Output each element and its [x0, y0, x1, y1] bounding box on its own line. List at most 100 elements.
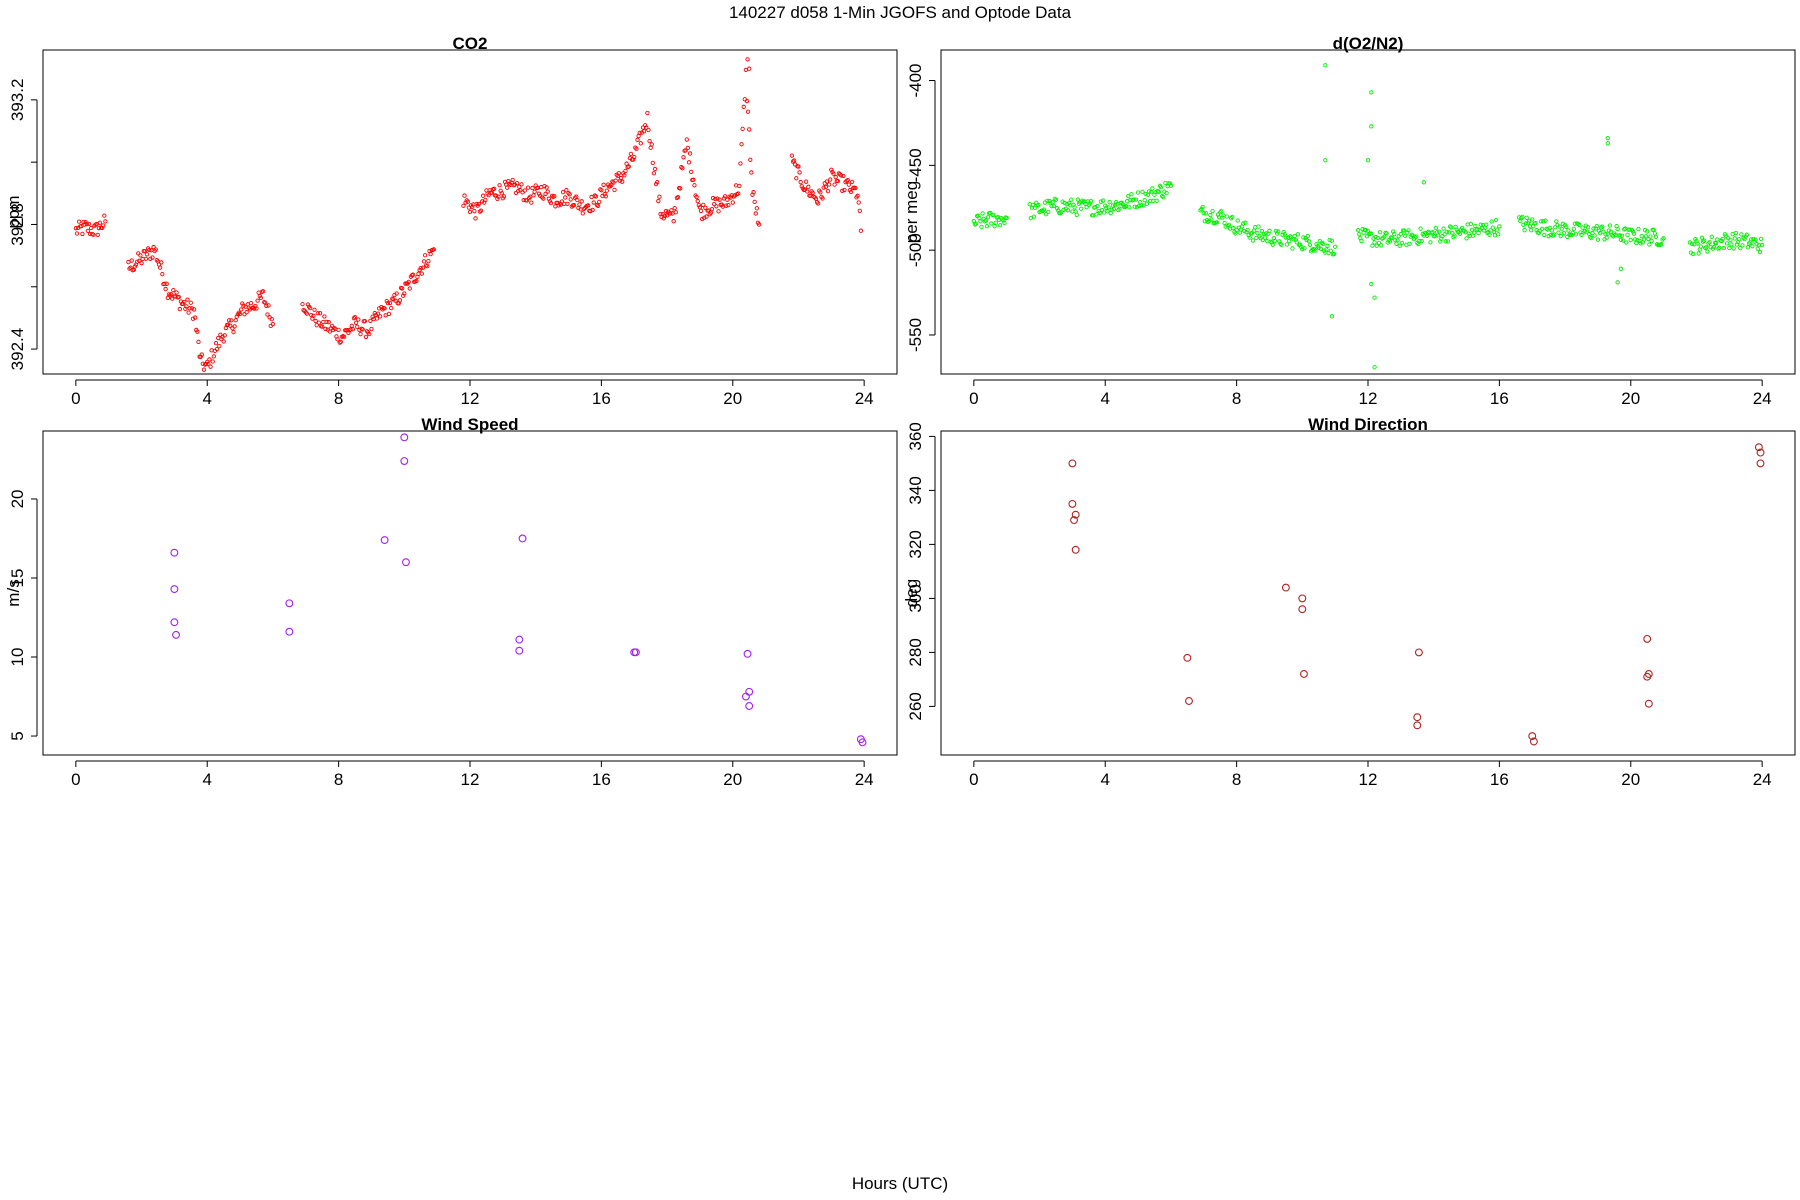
o2n2-point	[1424, 233, 1430, 239]
co2-point	[805, 189, 810, 194]
co2-point	[752, 199, 757, 205]
o2n2-point	[1333, 244, 1338, 249]
o2n2-point	[1740, 243, 1745, 248]
co2-point	[374, 316, 380, 321]
co2-point	[158, 265, 163, 270]
co2-point	[560, 189, 566, 195]
o2n2-point	[1378, 243, 1384, 248]
o2n2-point	[1714, 241, 1719, 246]
o2n2-point	[1199, 206, 1204, 212]
wind-direction-x-tick-label: 12	[1359, 770, 1378, 789]
co2-point	[497, 183, 502, 188]
o2n2-outlier-point	[1369, 124, 1374, 129]
co2-point	[495, 196, 500, 201]
o2n2-point	[1143, 191, 1148, 197]
o2n2-point	[1601, 229, 1606, 234]
x-axis-label: Hours (UTC)	[852, 1174, 948, 1193]
co2-point	[790, 159, 796, 164]
o2n2-point	[1276, 229, 1281, 234]
co2-point	[187, 306, 192, 311]
o2n2-point	[1150, 186, 1155, 191]
o2n2-point	[1219, 209, 1224, 214]
co2-point	[681, 155, 686, 160]
o2n2-point	[1301, 235, 1306, 240]
co2-point	[835, 179, 841, 184]
wind-direction-point	[1299, 670, 1308, 678]
co2-point	[568, 197, 573, 202]
co2-point	[821, 185, 826, 190]
co2-point	[740, 126, 745, 131]
o2n2-point	[1625, 232, 1630, 238]
co2-point	[853, 185, 858, 191]
co2-point	[524, 198, 530, 203]
o2n2-point	[1297, 242, 1303, 247]
o2n2-point	[1326, 250, 1331, 256]
co2-point	[531, 193, 536, 198]
wind-direction-point	[1413, 721, 1422, 730]
co2-point	[741, 104, 746, 109]
wind-speed-point	[631, 648, 640, 657]
co2-point	[796, 164, 801, 169]
co2-point	[320, 324, 325, 329]
co2-point	[264, 303, 269, 308]
o2n2-point	[1701, 238, 1707, 243]
co2-point	[684, 137, 689, 142]
co2-point	[265, 312, 270, 317]
o2n2-outlier-point	[1365, 158, 1371, 163]
o2n2-point	[1030, 202, 1036, 208]
o2n2-point	[1277, 239, 1282, 244]
co2-point	[74, 231, 80, 236]
co2-title: CO2	[453, 34, 488, 53]
wind-speed-y-tick-label: 10	[8, 648, 27, 667]
o2n2-point	[1692, 242, 1697, 247]
o2n2-point	[1363, 227, 1368, 233]
o2n2-point	[1087, 201, 1093, 206]
o2n2-point	[1543, 218, 1548, 223]
co2-point	[198, 354, 203, 359]
co2-point	[694, 194, 699, 200]
o2n2-point	[978, 219, 983, 224]
o2n2-point	[1468, 221, 1474, 226]
o2n2-point	[1226, 222, 1232, 228]
co2-point	[270, 322, 276, 327]
o2n2-point	[1645, 229, 1650, 234]
co2-point	[530, 185, 535, 191]
co2-point	[635, 137, 640, 142]
co2-point	[420, 265, 426, 270]
wind-direction-x-tick-label: 16	[1490, 770, 1509, 789]
o2n2-point	[1278, 241, 1283, 246]
co2-point	[79, 224, 84, 229]
co2-point	[402, 291, 407, 296]
o2n2-point	[1398, 231, 1403, 237]
o2n2-point	[1084, 205, 1089, 210]
co2-point	[671, 219, 676, 224]
o2n2-point	[1523, 221, 1528, 226]
o2n2-point	[1571, 226, 1576, 231]
co2-point	[217, 343, 222, 349]
co2-point	[818, 190, 823, 195]
co2-point	[545, 189, 550, 194]
co2-point	[478, 208, 484, 213]
co2-point	[848, 189, 854, 195]
co2-x-tick-label: 4	[202, 389, 211, 408]
co2-point	[646, 127, 651, 133]
co2-point	[543, 191, 548, 197]
o2n2-point	[1141, 203, 1146, 208]
o2n2-point	[1061, 207, 1066, 212]
o2n2-point	[1295, 232, 1301, 237]
o2n2-point	[1465, 222, 1470, 227]
o2n2-point	[1707, 240, 1712, 245]
o2n2-point	[1561, 231, 1567, 236]
co2-point	[195, 329, 200, 334]
o2n2-point	[1566, 228, 1571, 233]
co2-point	[341, 334, 347, 339]
co2-point	[350, 327, 355, 332]
o2n2-point	[1573, 232, 1579, 237]
co2-point	[382, 306, 387, 311]
wind-speed-panel: Wind Speed m/s 0 4 8 12 16 20 24 5 10 15 20	[4, 415, 898, 789]
co2-point	[724, 203, 729, 208]
o2n2-point	[983, 218, 989, 223]
co2-point	[91, 232, 96, 237]
o2n2-point	[1054, 206, 1060, 211]
co2-point	[473, 216, 478, 221]
